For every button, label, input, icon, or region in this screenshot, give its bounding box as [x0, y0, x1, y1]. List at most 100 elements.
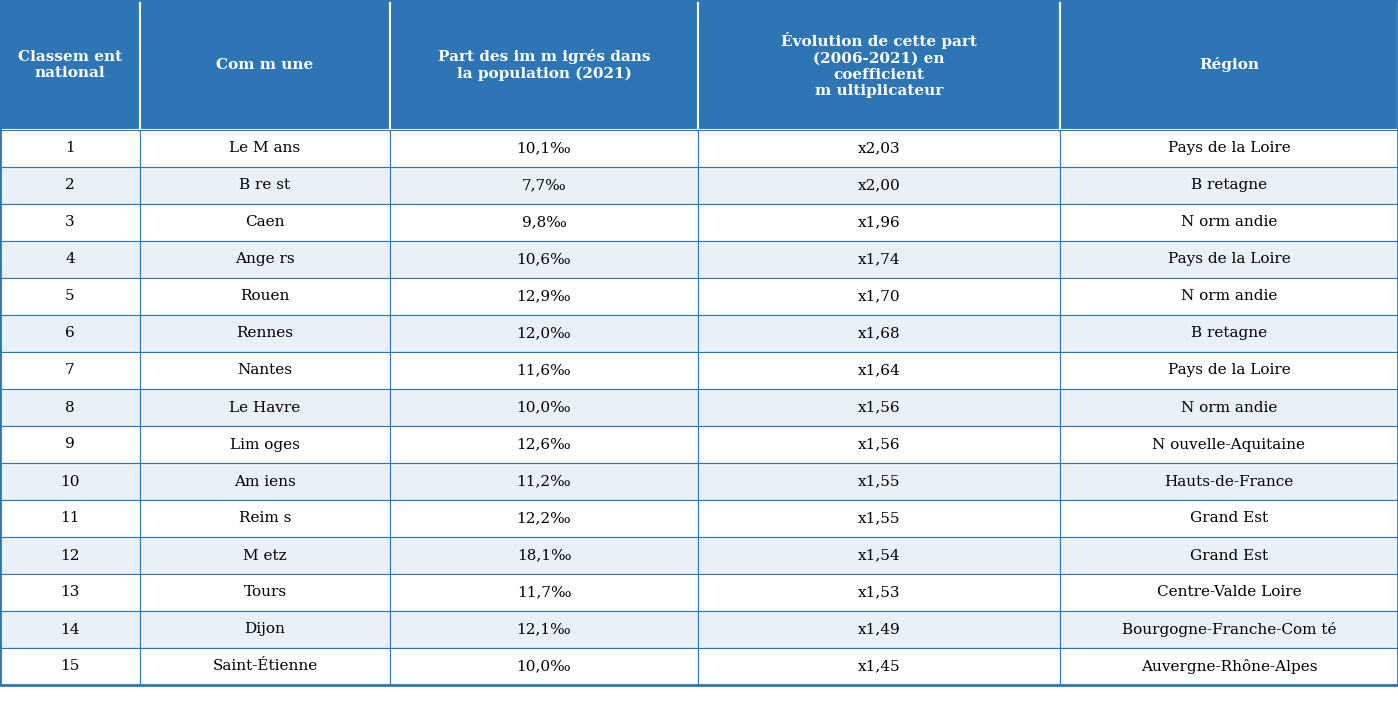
Bar	[140, 611, 390, 648]
Text: 12,2‰: 12,2‰	[517, 512, 572, 526]
Text: Com m une: Com m une	[217, 58, 313, 72]
Text: Rouen: Rouen	[240, 289, 289, 303]
Bar	[0, 278, 140, 315]
Text: 14: 14	[60, 623, 80, 637]
Bar	[390, 389, 698, 426]
Text: B re st: B re st	[239, 178, 291, 192]
Text: Hauts-de-France: Hauts-de-France	[1165, 475, 1293, 489]
Text: N orm andie: N orm andie	[1181, 401, 1278, 414]
Text: Rennes: Rennes	[236, 326, 294, 340]
Bar	[0, 167, 140, 204]
Text: Grand Est: Grand Est	[1190, 548, 1268, 562]
Bar	[140, 537, 390, 574]
Text: Saint-Étienne: Saint-Étienne	[212, 659, 317, 673]
Text: 1: 1	[66, 142, 75, 156]
Text: Auvergne-Rhône-Alpes: Auvergne-Rhône-Alpes	[1141, 659, 1317, 674]
Text: Am iens: Am iens	[233, 475, 296, 489]
Bar	[1060, 426, 1398, 463]
Bar	[0, 352, 140, 389]
Text: 11: 11	[60, 512, 80, 526]
Bar	[390, 241, 698, 278]
Text: M etz: M etz	[243, 548, 287, 562]
Text: 12,0‰: 12,0‰	[517, 326, 572, 340]
Text: 4: 4	[66, 253, 75, 267]
Bar	[1060, 278, 1398, 315]
Text: Pays de la Loire: Pays de la Loire	[1167, 253, 1290, 267]
Bar	[1060, 130, 1398, 167]
Bar	[140, 241, 390, 278]
Bar	[140, 648, 390, 685]
Text: x1,55: x1,55	[858, 512, 900, 526]
Bar	[698, 130, 1060, 167]
Text: x1,54: x1,54	[858, 548, 900, 562]
Bar	[0, 537, 140, 574]
Text: x1,56: x1,56	[858, 437, 900, 451]
Bar	[0, 500, 140, 537]
Text: Pays de la Loire: Pays de la Loire	[1167, 142, 1290, 156]
Text: 10,0‰: 10,0‰	[517, 401, 572, 414]
Text: 5: 5	[66, 289, 75, 303]
Bar	[1060, 241, 1398, 278]
Text: 9,8‰: 9,8‰	[521, 216, 566, 230]
Bar	[140, 0, 390, 130]
Bar	[0, 426, 140, 463]
Text: 6: 6	[66, 326, 75, 340]
Text: N orm andie: N orm andie	[1181, 289, 1278, 303]
Bar	[140, 204, 390, 241]
Bar	[390, 130, 698, 167]
Bar	[1060, 463, 1398, 500]
Bar	[0, 130, 140, 167]
Bar	[698, 278, 1060, 315]
Bar	[1060, 611, 1398, 648]
Bar	[0, 315, 140, 352]
Bar	[1060, 315, 1398, 352]
Bar	[698, 315, 1060, 352]
Bar	[140, 167, 390, 204]
Text: 10: 10	[60, 475, 80, 489]
Bar	[140, 130, 390, 167]
Text: Bourgogne-Franche-Com té: Bourgogne-Franche-Com té	[1121, 622, 1336, 637]
Text: Part des im m igrés dans
la population (2021): Part des im m igrés dans la population (…	[438, 49, 650, 81]
Bar	[1060, 167, 1398, 204]
Bar	[140, 463, 390, 500]
Bar	[390, 426, 698, 463]
Bar	[390, 611, 698, 648]
Bar	[0, 389, 140, 426]
Bar	[1060, 204, 1398, 241]
Text: 12,6‰: 12,6‰	[517, 437, 572, 451]
Text: Le M ans: Le M ans	[229, 142, 301, 156]
Text: 7: 7	[66, 364, 75, 378]
Bar	[698, 500, 1060, 537]
Text: Dijon: Dijon	[245, 623, 285, 637]
Bar	[1060, 389, 1398, 426]
Text: x1,56: x1,56	[858, 401, 900, 414]
Bar	[0, 204, 140, 241]
Text: Évolution de cette part
(2006-2021) en
coefficient
m ultiplicateur: Évolution de cette part (2006-2021) en c…	[781, 32, 977, 98]
Text: Le Havre: Le Havre	[229, 401, 301, 414]
Text: x1,55: x1,55	[858, 475, 900, 489]
Bar	[0, 0, 140, 130]
Text: N orm andie: N orm andie	[1181, 216, 1278, 230]
Text: N ouvelle-Aquitaine: N ouvelle-Aquitaine	[1152, 437, 1306, 451]
Text: 12: 12	[60, 548, 80, 562]
Bar	[390, 315, 698, 352]
Bar	[1060, 500, 1398, 537]
Text: 12,1‰: 12,1‰	[517, 623, 572, 637]
Text: Reim s: Reim s	[239, 512, 291, 526]
Text: x1,64: x1,64	[857, 364, 900, 378]
Bar	[0, 241, 140, 278]
Bar	[140, 278, 390, 315]
Text: 12,9‰: 12,9‰	[517, 289, 572, 303]
Bar	[1060, 352, 1398, 389]
Bar	[390, 278, 698, 315]
Text: x2,00: x2,00	[857, 178, 900, 192]
Text: x1,70: x1,70	[858, 289, 900, 303]
Text: 18,1‰: 18,1‰	[517, 548, 572, 562]
Text: x1,68: x1,68	[858, 326, 900, 340]
Text: 13: 13	[60, 585, 80, 600]
Text: B retagne: B retagne	[1191, 326, 1267, 340]
Text: x1,49: x1,49	[857, 623, 900, 637]
Bar	[390, 500, 698, 537]
Text: 11,2‰: 11,2‰	[517, 475, 572, 489]
Text: Ange rs: Ange rs	[235, 253, 295, 267]
